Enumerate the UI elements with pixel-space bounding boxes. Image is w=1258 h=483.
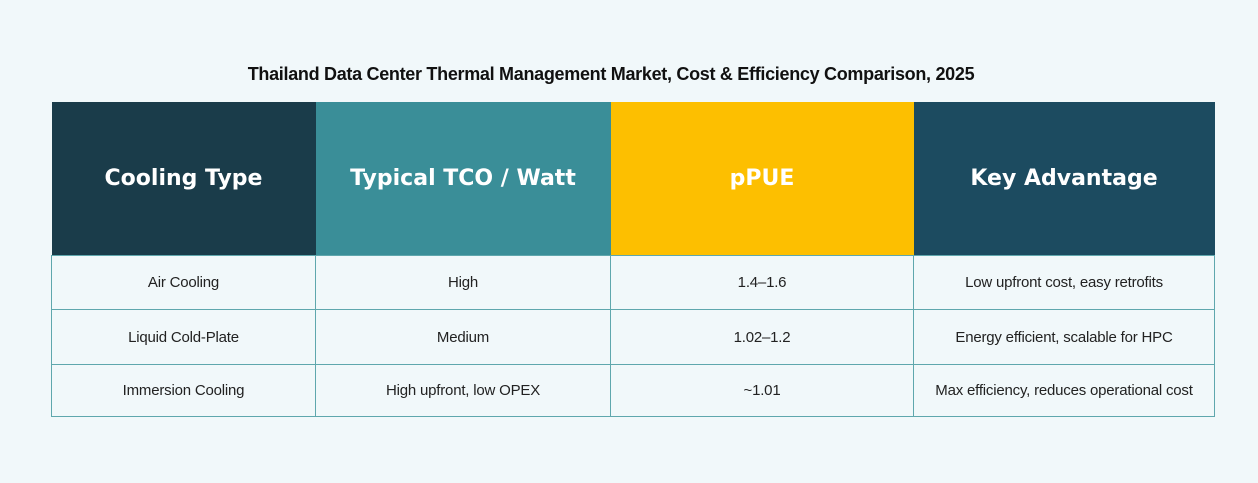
table-row: Liquid Cold-Plate Medium 1.02–1.2 Energy… — [51, 309, 1215, 365]
cell-tco: Medium — [315, 309, 611, 365]
header-tco-per-watt: Typical TCO / Watt — [315, 102, 611, 256]
cell-ppue: ~1.01 — [610, 364, 914, 417]
cell-cooling-type: Immersion Cooling — [51, 364, 316, 417]
cell-advantage: Energy efficient, scalable for HPC — [913, 309, 1215, 365]
header-key-advantage: Key Advantage — [913, 102, 1215, 256]
table-title: Thailand Data Center Thermal Management … — [247, 64, 975, 84]
header-cooling-type: Cooling Type — [51, 102, 316, 256]
cell-advantage: Low upfront cost, easy retrofits — [913, 255, 1215, 310]
comparison-table: Cooling Type Typical TCO / Watt pPUE Key… — [51, 102, 1215, 417]
cell-tco: High — [315, 255, 611, 310]
table-row: Immersion Cooling High upfront, low OPEX… — [51, 364, 1215, 417]
cell-cooling-type: Liquid Cold-Plate — [51, 309, 316, 365]
cell-advantage: Max efficiency, reduces operational cost — [913, 364, 1215, 417]
cell-tco: High upfront, low OPEX — [315, 364, 611, 417]
header-ppue: pPUE — [610, 102, 914, 256]
header-row: Cooling Type Typical TCO / Watt pPUE Key… — [51, 102, 1215, 256]
table-row: Air Cooling High 1.4–1.6 Low upfront cos… — [51, 255, 1215, 310]
cell-cooling-type: Air Cooling — [51, 255, 316, 310]
cell-ppue: 1.02–1.2 — [610, 309, 914, 365]
cell-ppue: 1.4–1.6 — [610, 255, 914, 310]
